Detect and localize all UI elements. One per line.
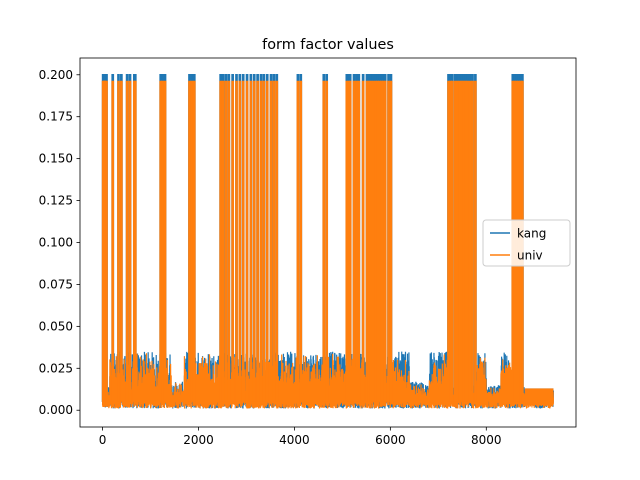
spike-univ-33 bbox=[272, 80, 276, 402]
spike-univ-26 bbox=[249, 80, 253, 402]
plot-area bbox=[101, 74, 555, 409]
y-tick-label: 0.000 bbox=[39, 403, 73, 417]
spike-univ-21 bbox=[231, 80, 235, 402]
spike-univ-30 bbox=[262, 80, 266, 402]
spike-univ-14 bbox=[188, 80, 191, 402]
spike-univ-61 bbox=[453, 80, 457, 402]
spike-univ-19 bbox=[224, 80, 228, 402]
spike-univ-69 bbox=[471, 80, 474, 402]
spike-univ-12 bbox=[161, 80, 164, 402]
spike-univ-24 bbox=[241, 80, 245, 402]
series-univ bbox=[101, 80, 555, 409]
spike-univ-59 bbox=[449, 80, 452, 402]
y-tick-label: 0.100 bbox=[39, 236, 73, 250]
chart-title: form factor values bbox=[262, 37, 394, 53]
spike-univ-52 bbox=[378, 80, 381, 402]
spike-univ-54 bbox=[381, 80, 385, 402]
spike-univ-17 bbox=[219, 80, 223, 402]
x-tick-label: 0 bbox=[99, 433, 107, 447]
spike-univ-65 bbox=[462, 80, 466, 402]
spike-univ-37 bbox=[322, 80, 326, 402]
y-tick-label: 0.175 bbox=[39, 110, 73, 124]
spike-univ-44 bbox=[357, 80, 361, 402]
spike-univ-57 bbox=[389, 80, 393, 402]
spike-univ-66 bbox=[464, 80, 468, 402]
spike-univ-50 bbox=[374, 80, 377, 402]
spike-univ-55 bbox=[383, 80, 387, 402]
spike-univ-23 bbox=[238, 80, 242, 402]
y-tick-label: 0.075 bbox=[39, 277, 73, 291]
spike-univ-53 bbox=[380, 80, 383, 402]
spike-univ-22 bbox=[235, 80, 238, 402]
x-tick-label: 8000 bbox=[471, 433, 502, 447]
x-axis: 0 2000 4000 6000 8000 bbox=[99, 427, 502, 447]
spike-univ-4 bbox=[111, 80, 115, 402]
spike-univ-29 bbox=[259, 80, 263, 402]
y-axis: 0.000 0.025 0.050 0.075 0.100 0.125 0.150 0.175… bbox=[39, 68, 80, 417]
spike-univ-7 bbox=[125, 80, 129, 402]
spike-univ-62 bbox=[456, 80, 459, 402]
spike-univ-25 bbox=[245, 80, 249, 402]
spike-univ-58 bbox=[447, 80, 450, 402]
y-tick-label: 0.050 bbox=[39, 319, 73, 333]
spike-univ-49 bbox=[371, 80, 375, 402]
spike-univ-5 bbox=[117, 80, 120, 402]
spike-univ-11 bbox=[159, 80, 163, 402]
spike-univ-64 bbox=[460, 80, 464, 402]
y-tick-label: 0.200 bbox=[39, 68, 73, 82]
spike-univ-47 bbox=[367, 80, 371, 402]
spike-univ-16 bbox=[192, 80, 196, 402]
spike-univ-67 bbox=[466, 80, 470, 402]
spike-univ-68 bbox=[468, 80, 472, 402]
spike-univ-34 bbox=[275, 80, 279, 402]
tail-band-univ bbox=[524, 388, 554, 406]
spike-univ-15 bbox=[190, 80, 194, 402]
y-tick-label: 0.125 bbox=[39, 194, 73, 208]
spike-univ-63 bbox=[458, 80, 462, 402]
x-tick-label: 4000 bbox=[279, 433, 310, 447]
spike-univ-45 bbox=[361, 80, 365, 402]
spike-univ-70 bbox=[474, 80, 477, 402]
legend: kang univ bbox=[482, 219, 571, 267]
spike-univ-35 bbox=[296, 80, 300, 402]
x-tick-label: 6000 bbox=[375, 433, 406, 447]
spike-univ-3 bbox=[105, 80, 108, 402]
spike-univ-43 bbox=[355, 80, 358, 402]
spike-univ-60 bbox=[451, 80, 454, 402]
spike-univ-20 bbox=[227, 80, 231, 402]
y-tick-label: 0.150 bbox=[39, 152, 73, 166]
spike-univ-13 bbox=[163, 80, 167, 402]
spike-univ-46 bbox=[365, 80, 369, 402]
spike-univ-18 bbox=[221, 80, 225, 402]
spike-univ-41 bbox=[348, 80, 352, 402]
spike-univ-6 bbox=[120, 80, 123, 402]
spike-univ-36 bbox=[299, 80, 303, 402]
legend-label-univ: univ bbox=[517, 249, 543, 263]
legend-label-kang: kang bbox=[517, 227, 546, 241]
spike-univ-10 bbox=[133, 80, 137, 402]
spike-univ-8 bbox=[128, 80, 132, 402]
spike-univ-38 bbox=[325, 80, 329, 402]
spike-univ-27 bbox=[252, 80, 256, 402]
spike-univ-32 bbox=[269, 80, 273, 402]
spike-univ-48 bbox=[369, 80, 373, 402]
spike-univ-39 bbox=[345, 80, 349, 402]
x-tick-label: 2000 bbox=[183, 433, 214, 447]
spike-univ-51 bbox=[376, 80, 379, 402]
spike-univ-31 bbox=[265, 80, 269, 402]
spike-univ-28 bbox=[256, 80, 259, 402]
y-tick-label: 0.025 bbox=[39, 361, 73, 375]
spike-univ-42 bbox=[352, 80, 356, 402]
spike-univ-56 bbox=[387, 80, 390, 402]
